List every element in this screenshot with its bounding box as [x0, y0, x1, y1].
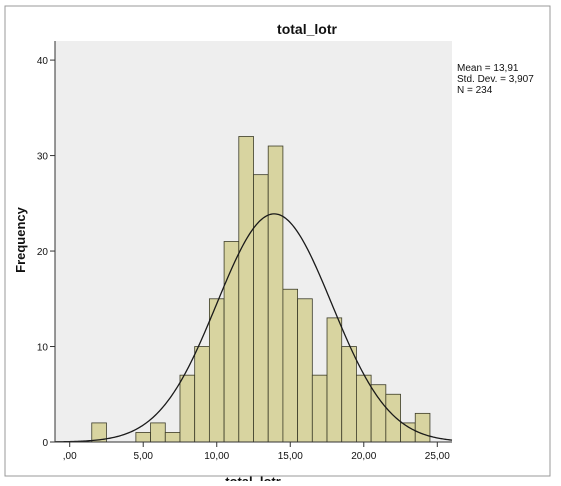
histogram-bar [400, 422, 416, 443]
histogram-bar [223, 241, 240, 443]
y-tick-label: 20 [37, 247, 49, 258]
histogram-bar [135, 432, 151, 443]
y-tick-label: 30 [37, 152, 49, 163]
stat-std-dev: Std. Dev. = 3,907 [457, 74, 534, 85]
histogram-bar [297, 298, 313, 443]
histogram-bar [238, 136, 254, 443]
histogram-bar [164, 432, 181, 443]
y-axis-label: Frequency [13, 206, 28, 273]
histogram-bar [267, 145, 284, 443]
x-ticks-group: ,00 5,00 10,00 15,00 20,00 25,00 [63, 442, 450, 462]
histogram-bar [326, 317, 343, 443]
histogram-bar [179, 374, 196, 443]
chart-title: total_lotr [277, 21, 337, 37]
histogram-bar [341, 346, 357, 443]
y-tick-label: 40 [37, 56, 49, 67]
x-tick-label: ,00 [63, 451, 77, 462]
y-ticks-group: 0 10 20 30 40 [37, 56, 55, 449]
y-tick-label: 10 [37, 343, 49, 354]
histogram-bar [253, 174, 269, 443]
x-tick-label: 20,00 [351, 451, 376, 462]
bars-group [91, 136, 431, 443]
x-tick-label: 15,00 [278, 451, 303, 462]
y-tick-label: 0 [42, 438, 48, 449]
x-tick-label: 10,00 [204, 451, 229, 462]
x-axis-label: total_lotr [225, 474, 281, 481]
x-tick-label: 25,00 [425, 451, 450, 462]
stat-mean: Mean = 13,91 [457, 63, 519, 74]
histogram-bar [194, 346, 210, 443]
histogram-bar [356, 374, 372, 443]
histogram-bar [150, 422, 166, 443]
normal-curve [54, 213, 453, 443]
histogram-bar [311, 374, 328, 443]
histogram-bar [370, 384, 387, 443]
histogram-bar [208, 298, 225, 443]
histogram-bar [414, 412, 431, 443]
histogram-bar [385, 393, 401, 443]
histogram-bar [282, 288, 299, 443]
stat-n: N = 234 [457, 85, 493, 96]
x-tick-label: 5,00 [133, 451, 153, 462]
